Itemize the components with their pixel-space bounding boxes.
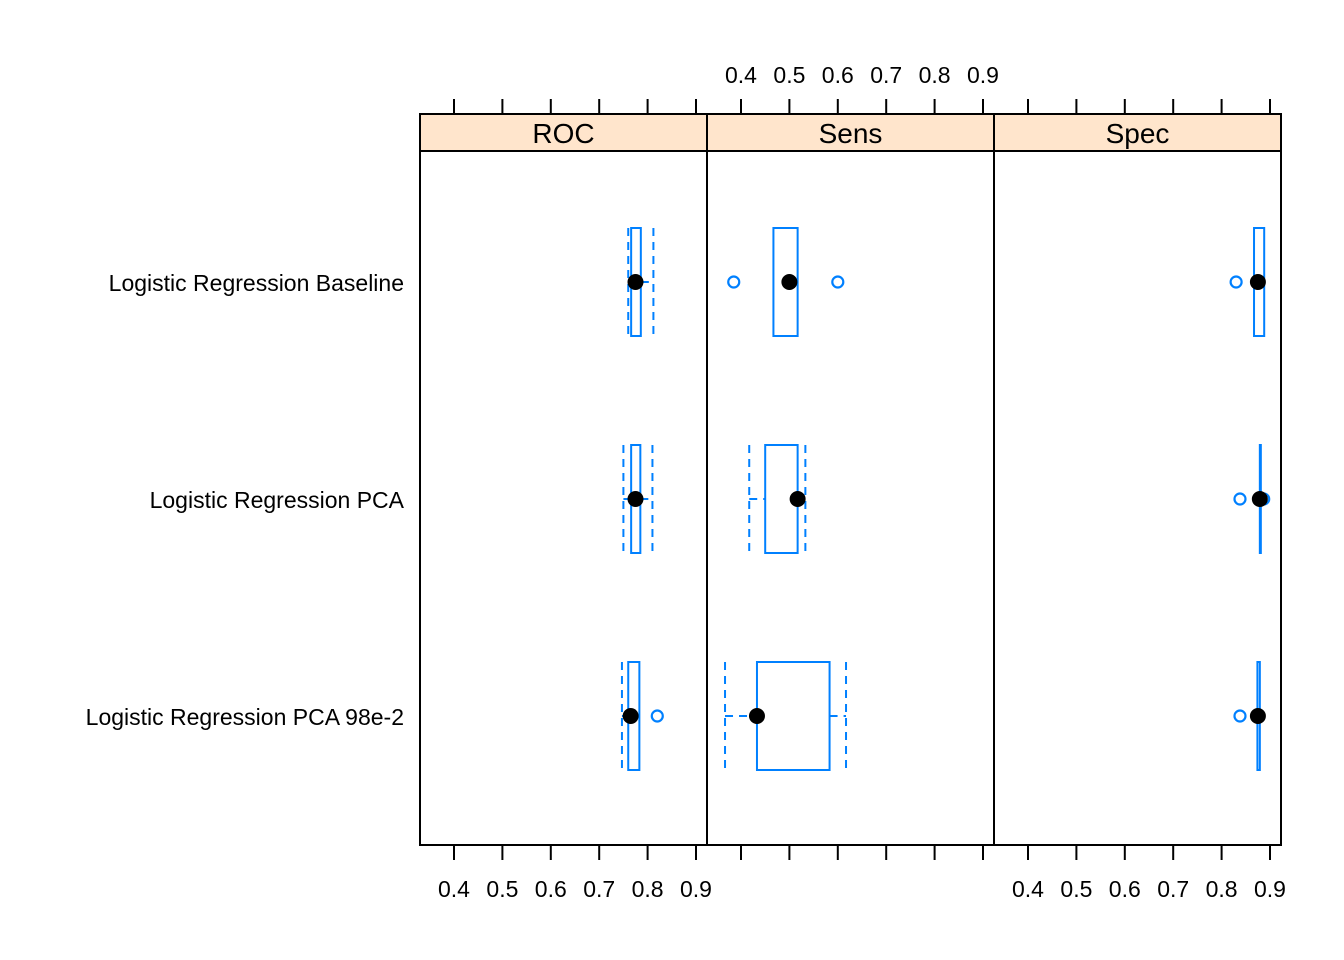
strip-sens	[706, 113, 995, 152]
median-dot-sens-1	[789, 491, 806, 507]
strip-layer: ROC Sens Spec	[419, 113, 1282, 152]
tick-label-spec-3: 0.7	[1157, 876, 1189, 902]
row-label-1: Logistic Regression PCA	[150, 487, 405, 513]
tick-label-spec-4: 0.8	[1206, 876, 1238, 902]
box-layer	[620, 227, 1271, 771]
panel-frame-roc	[419, 150, 708, 846]
tick-label-spec-2: 0.6	[1109, 876, 1141, 902]
box-sens-0	[772, 227, 799, 337]
tick-label-sens-3: 0.7	[870, 62, 902, 88]
tick-label-sens-1: 0.5	[773, 62, 805, 88]
tick-label-sens-5: 0.9	[967, 62, 999, 88]
box-sens-2	[755, 661, 831, 771]
median-dot-spec-2	[1249, 708, 1266, 724]
strip-label-sens: Sens	[819, 118, 883, 149]
tick-label-sens-4: 0.8	[919, 62, 951, 88]
tick-label-spec-1: 0.5	[1060, 876, 1092, 902]
tick-label-roc-0: 0.4	[438, 876, 470, 902]
median-dot-sens-2	[748, 708, 765, 724]
outlier-sens-0-0	[727, 275, 741, 289]
median-dot-roc-0	[627, 274, 644, 290]
row-labels: Logistic Regression Baseline Logistic Reg…	[86, 270, 405, 730]
median-dot-roc-1	[627, 491, 644, 507]
tick-label-sens-0: 0.4	[725, 62, 757, 88]
tick-label-roc-1: 0.5	[486, 876, 518, 902]
median-dot-spec-0	[1249, 274, 1266, 290]
tick-label-spec-5: 0.9	[1254, 876, 1286, 902]
tick-label-roc-2: 0.6	[535, 876, 567, 902]
outlier-spec-1-0	[1233, 492, 1247, 506]
outlier-spec-0-0	[1229, 275, 1243, 289]
row-label-0: Logistic Regression Baseline	[109, 270, 404, 296]
median-dot-spec-1	[1251, 491, 1268, 507]
outlier-spec-2-0	[1233, 709, 1247, 723]
strip-label-spec: Spec	[1106, 118, 1170, 149]
strip-roc	[419, 113, 708, 152]
median-dot-sens-0	[781, 274, 798, 290]
tick-label-spec-0: 0.4	[1012, 876, 1044, 902]
tick-label-roc-5: 0.9	[680, 876, 712, 902]
strip-label-roc: ROC	[532, 118, 594, 149]
panel-frame-spec	[993, 150, 1282, 846]
row-label-2: Logistic Regression PCA 98e-2	[86, 704, 404, 730]
axis-ticks: 0.4 0.5 0.6 0.7 0.8 0.9 0.4 0.5 0.6 0.7 0.8 0.9 0.4 0…	[438, 62, 1286, 902]
panel-frames	[419, 150, 1282, 846]
tick-label-roc-4: 0.8	[632, 876, 664, 902]
tick-label-roc-3: 0.7	[583, 876, 615, 902]
outlier-roc-2-0	[650, 709, 664, 723]
tick-label-sens-2: 0.6	[822, 62, 854, 88]
outlier-sens-0-1	[831, 275, 845, 289]
median-dot-roc-2	[622, 708, 639, 724]
